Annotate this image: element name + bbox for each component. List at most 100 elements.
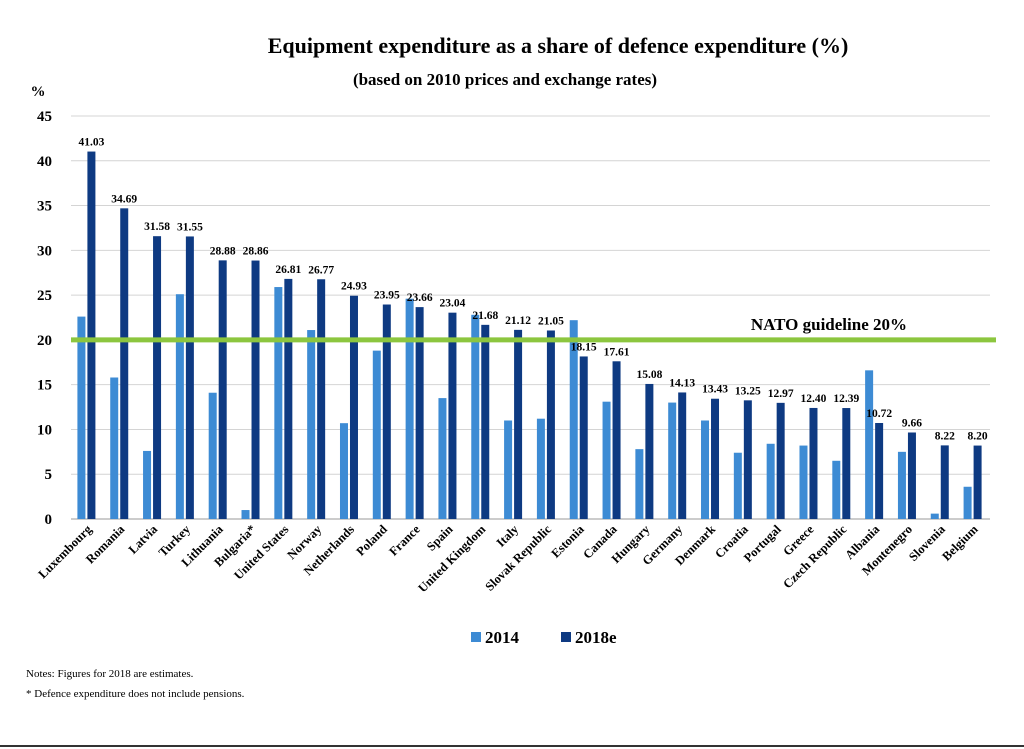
bar-2018e-croatia: [743, 400, 752, 519]
bar-2018e-montenegro: [907, 432, 916, 519]
bar-2018e-lithuania: [218, 260, 227, 519]
value-label-2018e: 24.93: [341, 281, 367, 293]
bar-2014-estonia: [569, 320, 578, 519]
bars: [77, 151, 982, 520]
bar-2018e-slovak-republic: [546, 330, 555, 519]
legend: 2014 2018e: [471, 628, 617, 647]
value-label-2018e: 12.40: [801, 393, 827, 405]
bar-2018e-germany: [678, 392, 687, 519]
note-estimates: Notes: Figures for 2018 are estimates.: [26, 668, 194, 680]
x-category-label: Portugal: [741, 522, 784, 565]
bar-2018e-czech-republic: [842, 408, 851, 519]
value-label-2018e: 31.58: [144, 221, 170, 233]
bar-2014-slovak-republic: [536, 418, 545, 519]
bar-2018e-united-kingdom: [481, 324, 490, 519]
value-label-2018e: 23.95: [374, 290, 400, 302]
bar-2014-czech-republic: [832, 460, 841, 519]
nato-guideline: NATO guideline 20%: [71, 315, 996, 343]
nato-guideline-label: NATO guideline 20%: [751, 315, 907, 334]
value-label-2018e: 9.66: [902, 417, 922, 429]
bar-2014-spain: [438, 398, 447, 519]
bar-2014-belgium: [963, 486, 972, 519]
value-label-2018e: 28.88: [210, 245, 236, 257]
value-label-2018e: 23.66: [407, 292, 433, 304]
bar-2018e-canada: [612, 361, 621, 519]
x-category-label: Italy: [494, 522, 522, 550]
bar-2018e-portugal: [776, 402, 785, 519]
bar-2014-montenegro: [897, 451, 906, 519]
bar-2018e-bulgaria: [251, 260, 260, 519]
value-label-2018e: 18.15: [571, 341, 597, 353]
bar-2018e-greece: [809, 407, 818, 519]
bar-2014-turkey: [175, 294, 184, 519]
bar-2018e-luxembourg: [87, 151, 96, 519]
bar-2018e-hungary: [645, 383, 654, 519]
bar-2018e-slovenia: [940, 445, 949, 519]
bar-2014-france: [405, 298, 414, 519]
bar-2014-slovenia: [930, 513, 939, 519]
y-axis-ticks: 0 5 10 15 20 25 30 35 40 45: [37, 109, 52, 528]
value-label-2018e: 21.12: [505, 315, 531, 327]
value-label-2018e: 13.43: [702, 384, 728, 396]
y-tick-label: 5: [45, 467, 53, 483]
bar-2014-bulgaria: [241, 510, 250, 519]
x-category-label: Luxembourg: [36, 522, 96, 582]
bar-2018e-spain: [448, 312, 457, 519]
bar-2014-germany: [668, 402, 677, 519]
bar-2014-denmark: [701, 420, 710, 519]
y-tick-label: 30: [37, 243, 52, 259]
y-tick-label: 20: [37, 333, 52, 349]
value-labels: 41.03 34.69 31.58 31.55 28.88 28.86 26.81 26.77…: [78, 137, 987, 443]
x-axis-categories: LuxembourgRomaniaLatviaTurkeyLithuaniaBu…: [36, 522, 982, 596]
legend-label-2014: 2014: [485, 628, 520, 647]
bar-2018e-estonia: [579, 356, 588, 519]
legend-swatch-2014: [471, 632, 481, 642]
value-label-2018e: 26.81: [275, 264, 301, 276]
bar-2014-romania: [110, 377, 119, 519]
bar-2014-united-states: [274, 287, 283, 519]
bar-2014-portugal: [766, 443, 775, 519]
bar-2014-italy: [504, 420, 513, 519]
y-tick-label: 0: [45, 512, 53, 528]
chart-title: Equipment expenditure as a share of defe…: [268, 33, 849, 58]
bar-2018e-italy: [514, 329, 523, 519]
bar-2018e-denmark: [711, 398, 720, 519]
legend-swatch-2018e: [561, 632, 571, 642]
value-label-2018e: 10.72: [866, 408, 892, 420]
value-label-2018e: 15.08: [636, 369, 662, 381]
value-label-2018e: 21.68: [472, 310, 498, 322]
bar-2014-netherlands: [339, 423, 348, 519]
bar-2014-greece: [799, 445, 808, 519]
value-label-2018e: 14.13: [669, 377, 695, 389]
bar-2018e-belgium: [973, 445, 982, 519]
x-category-label: Latvia: [126, 522, 161, 557]
bottom-divider: [0, 745, 1024, 747]
y-tick-label: 45: [37, 109, 52, 125]
x-category-label: Belgium: [939, 522, 981, 564]
bar-2018e-poland: [382, 304, 391, 519]
bar-2014-croatia: [733, 452, 742, 519]
value-label-2018e: 12.97: [768, 388, 794, 400]
bar-2014-poland: [372, 350, 381, 519]
bar-2018e-norway: [317, 279, 326, 519]
bar-2014-hungary: [635, 449, 644, 519]
bar-2018e-turkey: [185, 236, 194, 520]
note-pensions: * Defence expenditure does not include p…: [26, 688, 245, 700]
value-label-2018e: 8.20: [968, 431, 988, 443]
bar-2014-latvia: [143, 450, 152, 519]
value-label-2018e: 17.61: [604, 346, 630, 358]
value-label-2018e: 34.69: [111, 193, 137, 205]
bar-2014-united-kingdom: [471, 314, 480, 519]
y-axis-label: %: [31, 84, 46, 100]
x-category-label: France: [386, 522, 423, 559]
chart-subtitle: (based on 2010 prices and exchange rates…: [353, 70, 657, 89]
bar-2014-albania: [865, 370, 874, 519]
value-label-2018e: 12.39: [833, 393, 859, 405]
bar-2018e-united-states: [284, 278, 293, 519]
value-label-2018e: 13.25: [735, 385, 761, 397]
bar-2018e-netherlands: [349, 295, 358, 519]
bar-2014-luxembourg: [77, 316, 86, 519]
legend-label-2018e: 2018e: [575, 628, 617, 647]
value-label-2018e: 8.22: [935, 430, 955, 442]
